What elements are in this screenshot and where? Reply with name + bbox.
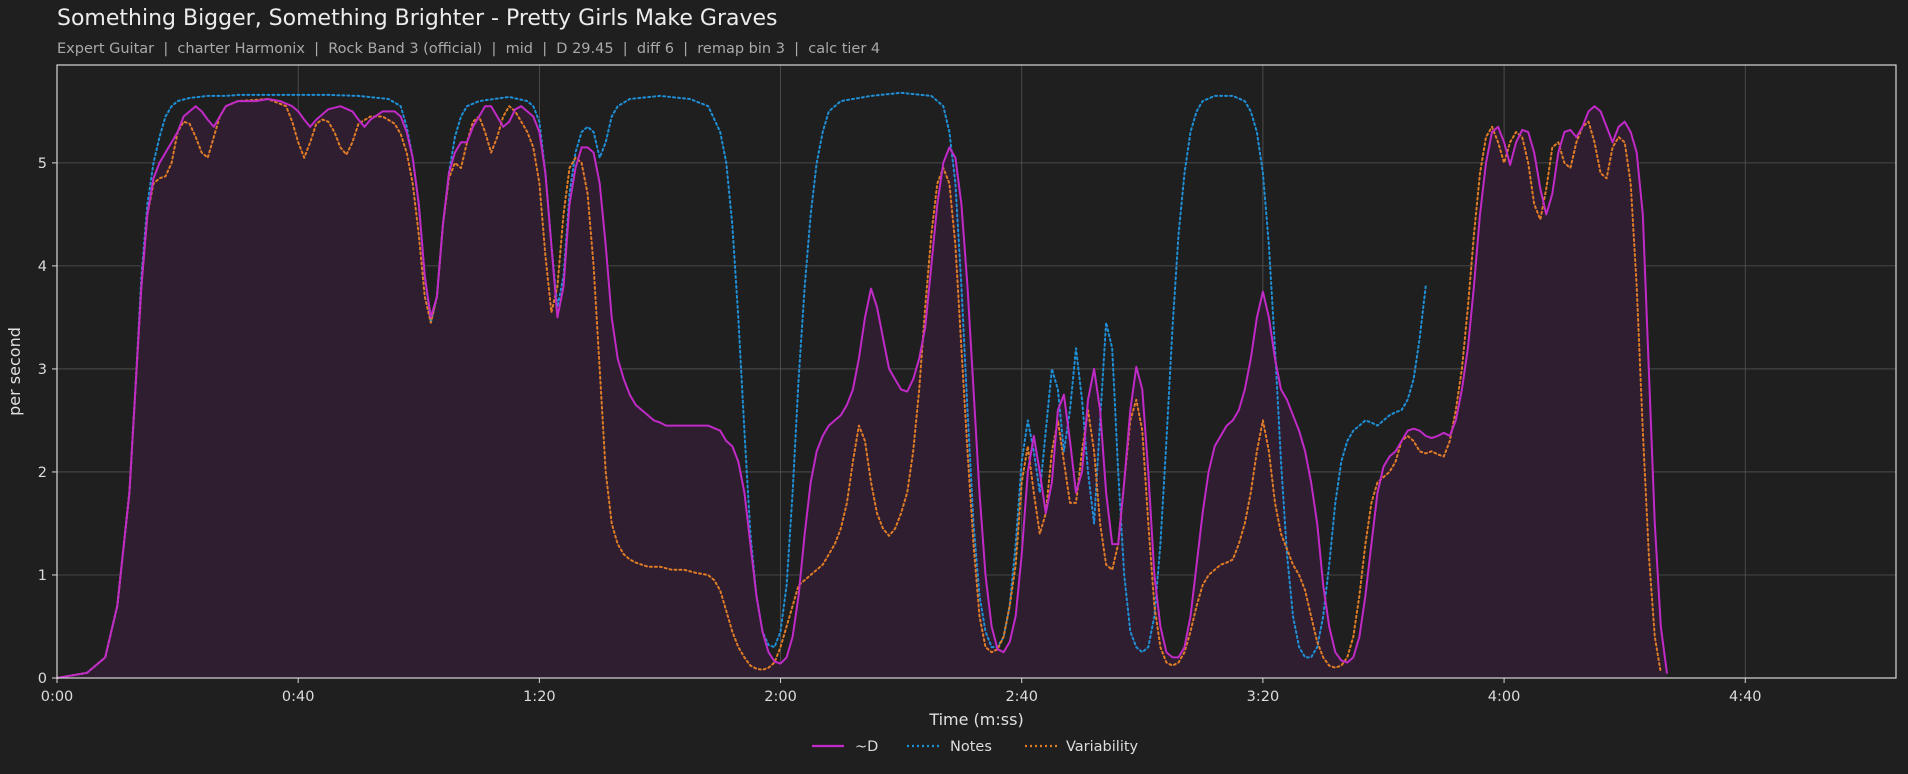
y-tick-label: 2 <box>38 465 47 481</box>
chart-title: Something Bigger, Something Brighter - P… <box>57 6 778 31</box>
series-line-d <box>56 98 1668 679</box>
y-tick-label: 1 <box>38 568 47 584</box>
x-tick-label: 4:40 <box>1729 689 1762 705</box>
series-area-d <box>57 99 1667 678</box>
x-tick-label: 2:00 <box>764 689 797 705</box>
legend-label-variability: Variability <box>1066 739 1139 755</box>
d-area <box>57 99 1667 678</box>
legend: ~D Notes Variability <box>812 739 1139 755</box>
plot-frame <box>56 64 1897 679</box>
series-line-variability <box>56 98 1662 679</box>
x-axis-label: Time (m:ss) <box>928 710 1023 729</box>
x-tick-label: 0:40 <box>282 689 315 705</box>
y-axis-ticks: 0 1 2 3 4 5 <box>38 156 57 687</box>
y-tick-label: 0 <box>38 671 47 687</box>
y-tick-label: 4 <box>38 259 47 275</box>
x-tick-label: 0:00 <box>41 689 74 705</box>
chart-subtitle: Expert Guitar | charter Harmonix | Rock … <box>57 41 881 57</box>
x-tick-label: 4:00 <box>1488 689 1521 705</box>
x-tick-label: 2:40 <box>1005 689 1038 705</box>
y-tick-label: 5 <box>38 156 47 172</box>
legend-label-d: ~D <box>855 739 878 755</box>
x-tick-label: 3:20 <box>1247 689 1280 705</box>
y-axis-label: per second <box>5 327 24 416</box>
series-lines <box>56 91 1668 679</box>
legend-label-notes: Notes <box>950 739 992 755</box>
x-tick-label: 1:20 <box>523 689 556 705</box>
y-tick-label: 3 <box>38 362 47 378</box>
x-axis-ticks: 0:00 0:40 1:20 2:00 2:40 3:20 4:00 4:40 <box>41 678 1762 705</box>
